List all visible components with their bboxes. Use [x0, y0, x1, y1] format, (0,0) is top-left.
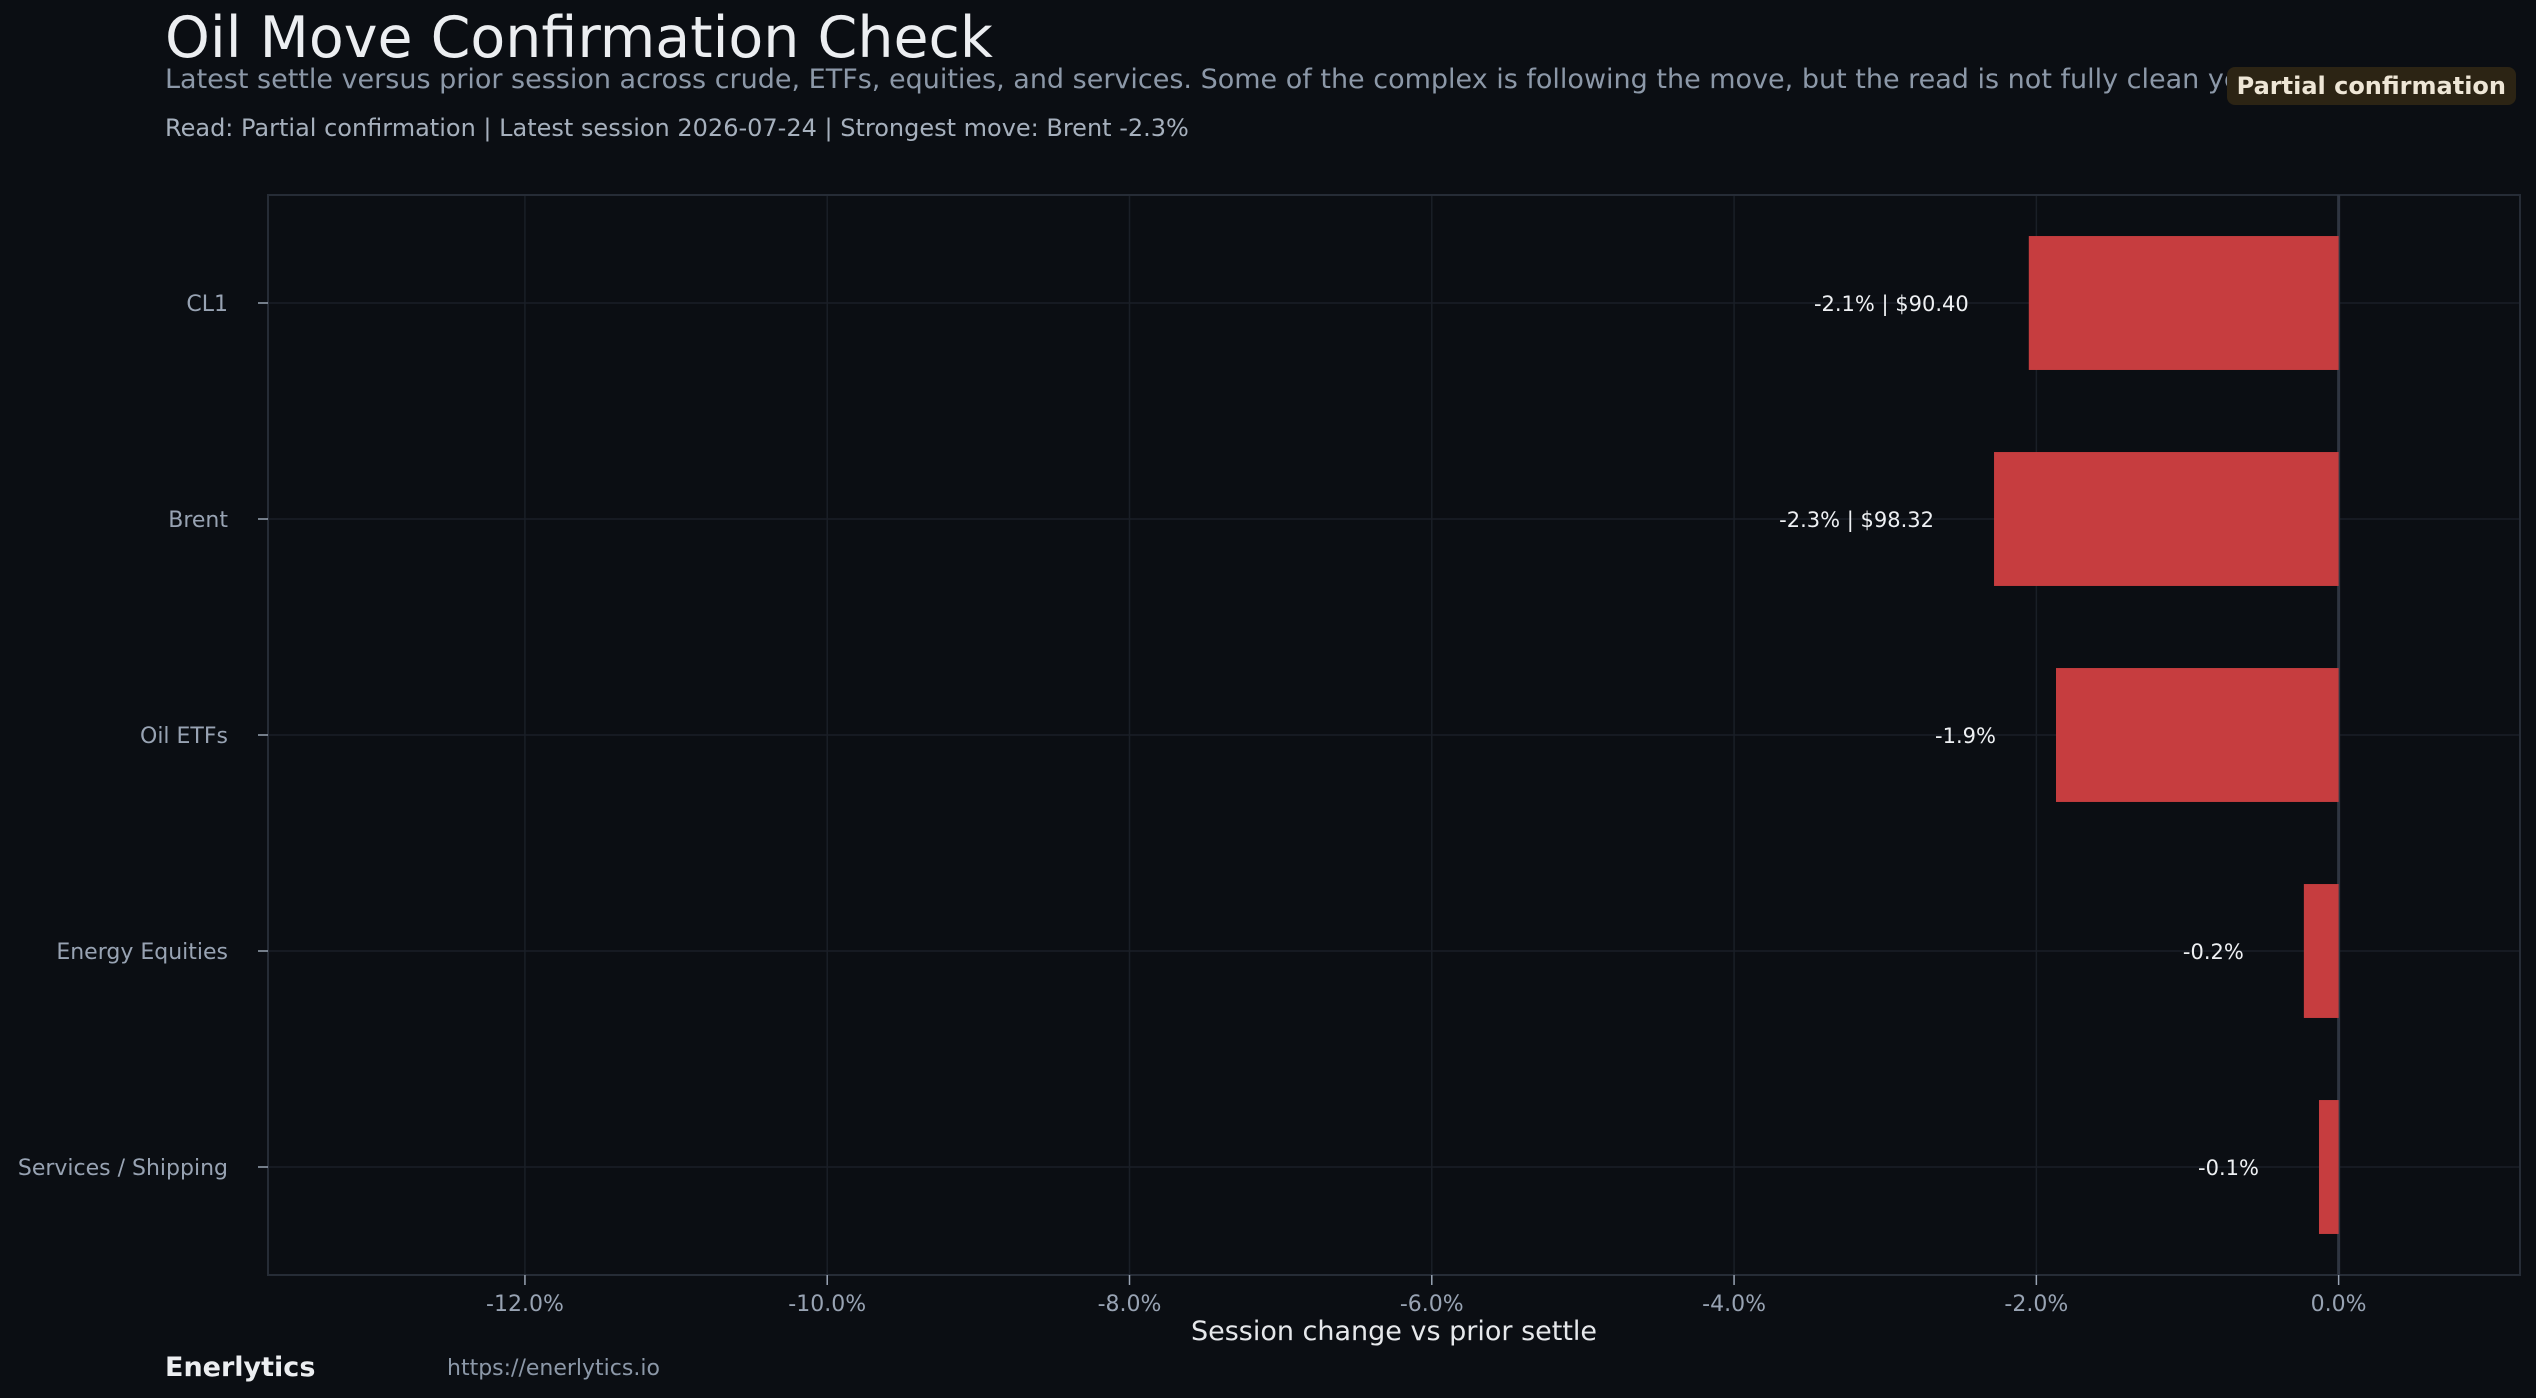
data-label: -0.2%	[2183, 940, 2244, 964]
bar-cl1	[2028, 236, 2339, 370]
data-label: -2.3% | $98.32	[1779, 508, 1934, 533]
data-label: -1.9%	[1935, 724, 1996, 748]
read-summary-line: Read: Partial confirmation | Latest sess…	[165, 114, 1189, 142]
status-badge: Partial confirmation	[2226, 67, 2516, 105]
data-label: -0.1%	[2198, 1156, 2259, 1180]
x-tick-label: -8.0%	[1098, 1292, 1162, 1317]
y-tick-label: Brent	[168, 508, 228, 533]
bar-energy-equities	[2303, 884, 2339, 1018]
x-tick-label: -12.0%	[486, 1292, 564, 1317]
bar-services-shipping	[2318, 1100, 2339, 1234]
brand-name: Enerlytics	[165, 1352, 316, 1383]
bar-brent	[1994, 452, 2339, 586]
x-tick-label: 0.0%	[2311, 1292, 2367, 1317]
x-tick-label: -6.0%	[1400, 1292, 1464, 1317]
bar-oil-etfs	[2055, 668, 2339, 802]
chart-subtitle: Latest settle versus prior session acros…	[165, 64, 2260, 95]
x-tick-label: -4.0%	[1702, 1292, 1766, 1317]
y-tick-label: Oil ETFs	[140, 724, 228, 749]
y-tick-label: CL1	[186, 292, 228, 317]
chart-title: Oil Move Confirmation Check	[165, 5, 993, 71]
data-label: -2.1% | $90.40	[1814, 292, 1969, 317]
y-tick-label: Energy Equities	[56, 940, 228, 965]
x-tick-label: -10.0%	[788, 1292, 866, 1317]
brand-url[interactable]: https://enerlytics.io	[447, 1356, 660, 1381]
x-axis-label: Session change vs prior settle	[1191, 1316, 1597, 1347]
x-tick-label: -2.0%	[2004, 1292, 2068, 1317]
y-tick-label: Services / Shipping	[18, 1156, 228, 1181]
